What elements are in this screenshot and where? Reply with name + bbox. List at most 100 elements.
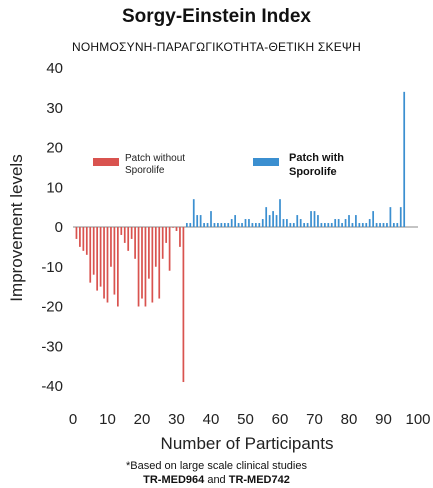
bar-without-26 [161, 227, 164, 259]
chart-title: Sorgy-Einstein Index [122, 6, 311, 27]
legend-label-with-1: Patch with [289, 152, 344, 164]
bar-with-57 [268, 215, 271, 227]
bar-with-36 [196, 215, 199, 227]
bar-with-38 [203, 223, 205, 227]
bar-with-64 [292, 223, 295, 227]
footnote-study-a: TR-MED964 [143, 474, 205, 486]
bar-without-1 [75, 227, 78, 239]
bar-without-27 [165, 227, 168, 243]
bar-without-17 [130, 227, 133, 239]
y-tick-label: 40 [46, 60, 63, 77]
bar-without-20 [141, 227, 143, 299]
bar-without-31 [179, 227, 181, 247]
bar-with-84 [361, 223, 364, 227]
bar-without-29 [172, 227, 174, 228]
bar-with-79 [344, 219, 347, 227]
bar-without-5 [89, 227, 92, 283]
bar-with-66 [299, 219, 302, 227]
bar-without-21 [144, 227, 147, 307]
y-axis-title: Improvement levels [7, 154, 26, 301]
bar-without-11 [110, 227, 112, 267]
y-tick-label: 0 [55, 219, 63, 236]
x-tick-label: 50 [237, 411, 254, 428]
bar-without-24 [154, 227, 157, 267]
bar-with-82 [355, 215, 357, 227]
bar-without-18 [134, 227, 136, 259]
bar-without-13 [116, 227, 119, 307]
bar-with-33 [185, 223, 188, 227]
bar-with-58 [272, 211, 274, 227]
bar-with-60 [279, 199, 281, 227]
bar-with-67 [303, 223, 306, 227]
bar-with-73 [323, 223, 326, 227]
bar-without-28 [168, 227, 171, 271]
bar-with-90 [382, 223, 385, 227]
bar-with-93 [392, 223, 395, 227]
bar-with-51 [248, 219, 250, 227]
footnote-study-ids: TR-MED964 and TR-MED742 [0, 474, 433, 486]
bar-with-44 [223, 223, 226, 227]
bar-with-37 [199, 215, 202, 227]
footnote-studies: *Based on large scale clinical studies [126, 460, 307, 472]
bar-with-85 [365, 223, 368, 227]
bar-with-76 [334, 219, 337, 227]
bar-with-95 [399, 207, 402, 227]
x-axis-title: Number of Participants [161, 434, 334, 453]
bar-with-86 [368, 219, 371, 227]
y-tick-label: 30 [46, 100, 63, 117]
x-tick-label: 100 [405, 411, 430, 428]
bar-with-50 [244, 219, 247, 227]
bar-with-94 [396, 223, 399, 227]
bar-with-78 [341, 223, 343, 227]
bar-without-2 [79, 227, 81, 247]
bar-with-48 [237, 223, 240, 227]
x-tick-label: 80 [341, 411, 358, 428]
bar-without-23 [151, 227, 154, 303]
bar-without-12 [113, 227, 116, 295]
bar-with-91 [386, 223, 388, 227]
bar-with-61 [282, 219, 285, 227]
y-tick-label: 20 [46, 140, 63, 157]
bar-with-34 [189, 223, 192, 227]
bar-with-80 [348, 215, 350, 227]
bars [75, 91, 406, 383]
bar-with-71 [317, 215, 319, 227]
bar-with-53 [254, 223, 257, 227]
legend-label-without-1: Patch without [125, 153, 185, 164]
bar-without-14 [120, 227, 123, 235]
y-tick-label: -10 [41, 259, 63, 276]
bar-with-46 [230, 219, 233, 227]
bar-with-52 [251, 223, 254, 227]
bar-with-62 [286, 219, 288, 227]
bar-with-56 [265, 207, 268, 227]
x-tick-label: 90 [375, 411, 392, 428]
bar-without-6 [92, 227, 95, 275]
bar-with-75 [330, 223, 333, 227]
bar-with-47 [234, 215, 237, 227]
bar-without-16 [127, 227, 130, 251]
y-tick-label: 10 [46, 179, 63, 196]
bar-with-40 [210, 211, 212, 227]
bar-with-35 [192, 199, 195, 227]
bar-with-77 [337, 219, 340, 227]
bar-with-45 [227, 223, 230, 227]
bar-with-96 [403, 91, 406, 227]
bar-without-7 [96, 227, 99, 291]
bar-with-42 [217, 223, 219, 227]
bar-without-19 [137, 227, 140, 307]
bar-without-10 [106, 227, 109, 303]
bar-with-65 [296, 215, 299, 227]
y-tick-label: -30 [41, 338, 63, 355]
bar-with-54 [258, 223, 261, 227]
legend-swatch-with [253, 158, 279, 166]
bar-with-41 [213, 223, 216, 227]
bar-with-89 [379, 223, 381, 227]
bar-with-55 [261, 219, 264, 227]
bar-with-92 [389, 207, 392, 227]
bar-without-25 [158, 227, 161, 299]
bar-without-8 [99, 227, 102, 287]
x-tick-label: 30 [168, 411, 185, 428]
legend: Patch without Sporolife Patch with Sporo… [93, 152, 344, 178]
